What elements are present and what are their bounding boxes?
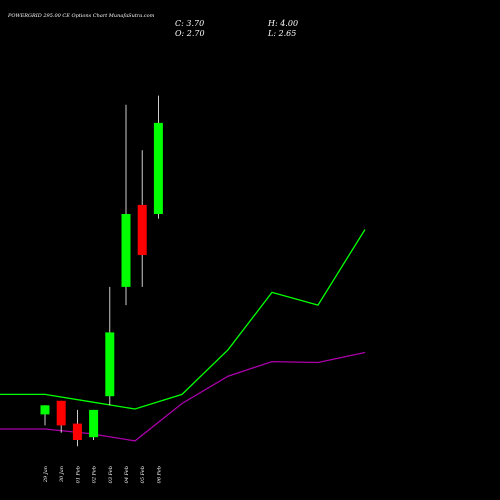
indicator-lines <box>0 229 366 442</box>
candle-body-up <box>89 409 99 438</box>
candle-body-up <box>40 405 50 415</box>
open-value: O: 2.70 <box>175 29 205 38</box>
x-tick-label: 01 Feb <box>75 466 81 483</box>
x-tick-label: 30 Jan <box>59 466 65 482</box>
candle <box>40 405 50 426</box>
candle <box>153 95 163 219</box>
upper-band-line <box>0 229 366 410</box>
candle-body-down <box>72 423 82 440</box>
candle <box>121 104 131 306</box>
candle-body-up <box>153 122 163 214</box>
x-tick-label: 29 Jan <box>43 466 49 483</box>
candle-body-up <box>121 214 131 287</box>
lower-band-line <box>0 351 366 442</box>
close-value: C: 3.70 <box>175 19 204 28</box>
x-tick-label: 05 Feb <box>140 466 146 483</box>
x-tick-label: 02 Feb <box>92 466 98 483</box>
x-tick-label: 06 Feb <box>156 466 162 483</box>
candle-body-down <box>56 400 66 426</box>
candle <box>56 400 66 433</box>
chart-title: POWERGRID 295.00 CE Options Chart Munafa… <box>7 13 155 19</box>
candle <box>137 150 147 287</box>
candle-body-down <box>137 204 147 255</box>
candlesticks <box>40 95 163 447</box>
candle <box>105 286 115 406</box>
high-value: H: 4.00 <box>267 19 298 28</box>
candle <box>72 409 82 447</box>
x-tick-label: 04 Feb <box>124 466 130 483</box>
x-axis-ticks: 29 Jan 30 Jan 01 Feb 02 Feb 03 Feb 04 Feb 05 F… <box>43 466 162 483</box>
candle <box>89 409 99 440</box>
x-tick-label: 03 Feb <box>108 466 114 483</box>
candle-body-up <box>105 332 115 397</box>
low-value: L: 2.65 <box>267 29 296 38</box>
